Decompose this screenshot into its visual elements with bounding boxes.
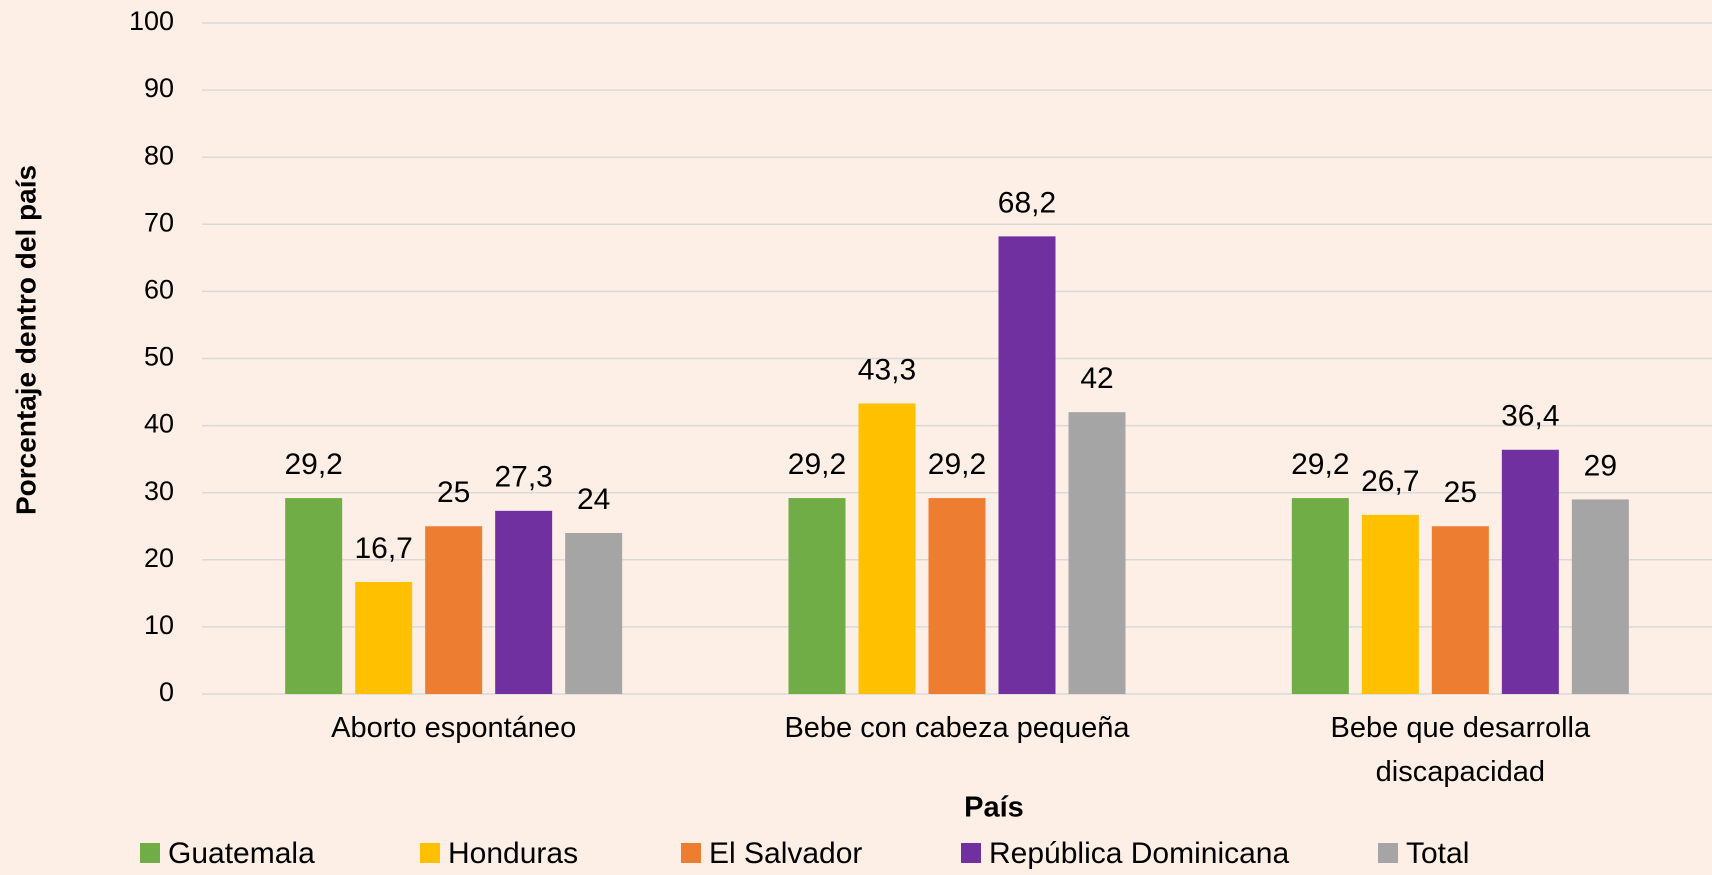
y-tick-label: 20	[144, 543, 174, 573]
legend-label: Total	[1406, 837, 1469, 870]
data-label: 25	[1444, 476, 1477, 509]
data-label: 26,7	[1361, 465, 1419, 498]
y-tick-label: 30	[144, 476, 174, 506]
legend-swatch	[681, 843, 701, 863]
bar	[928, 498, 986, 694]
y-tick-label: 70	[144, 207, 174, 237]
data-label: 25	[437, 476, 470, 509]
bar	[1501, 449, 1559, 694]
data-label: 27,3	[494, 461, 552, 494]
x-tick-label: Bebe con cabeza pequeña	[784, 712, 1130, 744]
y-tick-label: 50	[144, 342, 174, 372]
data-label: 29	[1584, 449, 1617, 482]
y-tick-label: 80	[144, 140, 174, 170]
data-label: 43,3	[858, 353, 916, 386]
bar	[425, 526, 483, 694]
bar	[495, 510, 553, 694]
bar	[355, 581, 413, 694]
x-tick-label: Bebe que desarrolla discapacidad	[1330, 712, 1591, 788]
bar	[1361, 514, 1419, 694]
legend-label: El Salvador	[709, 837, 862, 870]
bar	[285, 498, 343, 694]
legend-label: Honduras	[448, 837, 578, 870]
bar	[858, 403, 916, 694]
y-tick-label: 40	[144, 409, 174, 439]
y-tick-label: 90	[144, 73, 174, 103]
data-label: 36,4	[1501, 400, 1559, 433]
y-tick-label: 10	[144, 610, 174, 640]
legend-swatch	[140, 843, 160, 863]
bar	[998, 236, 1056, 695]
legend-swatch	[420, 843, 440, 863]
y-axis-label: Porcentaje dentro del país	[10, 165, 41, 515]
bar	[1431, 526, 1489, 694]
legend-label: República Dominicana	[989, 837, 1289, 870]
x-tick-label: Aborto espontáneo	[331, 712, 577, 744]
data-label: 29,2	[1291, 448, 1349, 481]
bar	[1068, 412, 1126, 694]
data-label: 24	[577, 483, 610, 516]
y-tick-label: 60	[144, 275, 174, 305]
data-label: 29,2	[788, 448, 846, 481]
data-label: 16,7	[354, 532, 412, 565]
data-label: 42	[1080, 362, 1113, 395]
data-label: 29,2	[284, 448, 342, 481]
x-axis-label: País	[964, 792, 1024, 824]
legend-swatch	[961, 843, 981, 863]
y-tick-label: 0	[159, 677, 174, 707]
legend-swatch	[1378, 843, 1398, 863]
bar	[788, 498, 846, 694]
bar	[1291, 498, 1349, 694]
bar	[565, 532, 623, 694]
y-tick-label: 100	[129, 6, 174, 36]
bar	[1571, 499, 1629, 694]
data-label: 68,2	[998, 186, 1056, 219]
data-label: 29,2	[928, 448, 986, 481]
legend-label: Guatemala	[168, 837, 315, 870]
